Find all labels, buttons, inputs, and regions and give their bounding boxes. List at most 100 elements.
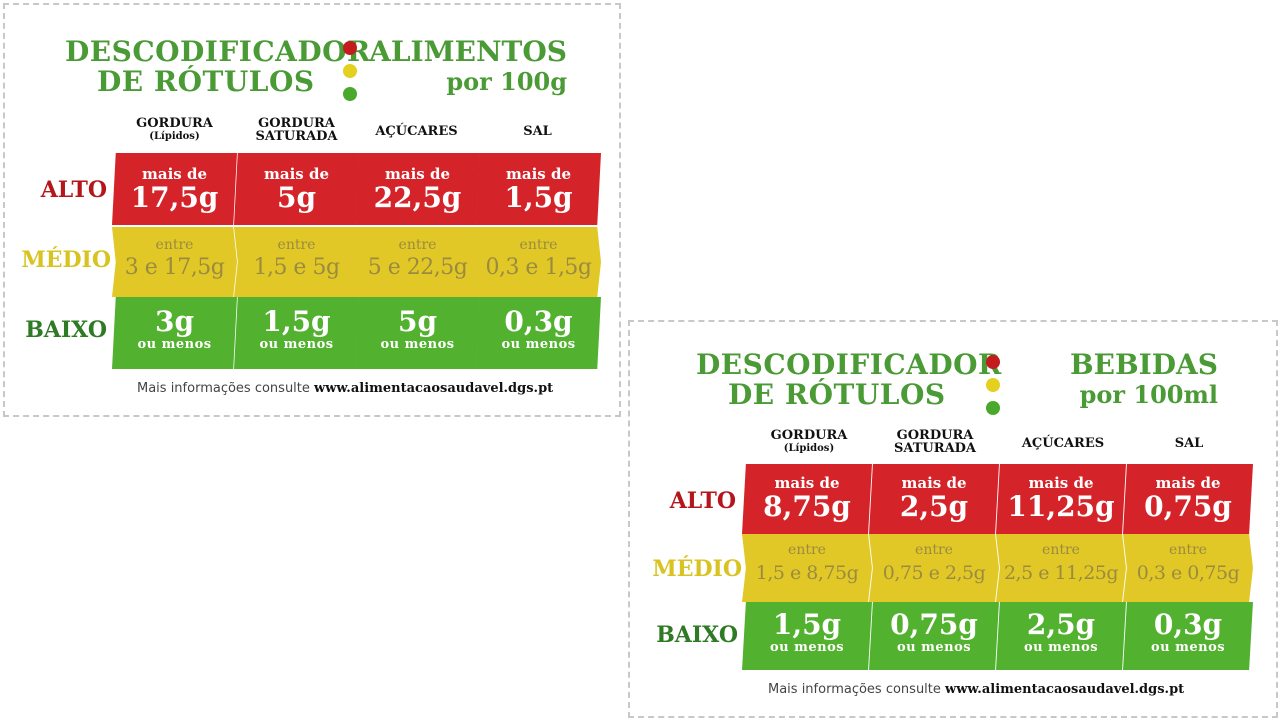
cell-value: 0,3 e 1,5g <box>485 255 592 280</box>
cell-baixo-acucares: 5g ou menos <box>355 297 480 369</box>
cell-value: 3g <box>154 305 195 338</box>
header-gordura: GORDURA (Lípidos) <box>744 429 874 455</box>
header-line2: SATURADA <box>255 129 338 144</box>
row-label-baixo: BAIXO <box>656 622 738 648</box>
cell-prefix: entre <box>519 237 558 253</box>
cell-value: 0,3g <box>1153 608 1223 641</box>
cell-value: 1,5 e 5g <box>253 255 340 280</box>
cell-alto-gordura: mais de 17,5g <box>112 153 237 225</box>
cell-value: 3 e 17,5g <box>124 255 225 280</box>
header-line2: SATURADA <box>893 441 977 456</box>
green-dot-icon <box>343 87 357 101</box>
traffic-light-icon <box>343 41 359 110</box>
cell-prefix: entre <box>155 237 194 253</box>
cell-value: 2,5g <box>1026 608 1096 641</box>
cell-prefix: mais de <box>1155 474 1221 492</box>
cell-alto-sal: mais de 1,5g <box>476 153 601 225</box>
card-title: DESCODIFICADOR DE RÓTULOS <box>65 37 371 97</box>
food-label-card: DESCODIFICADOR DE RÓTULOS ALIMENTOS por … <box>3 3 621 417</box>
header-gordura: GORDURA (Lípidos) <box>112 117 237 143</box>
cell-prefix: mais de <box>142 165 207 183</box>
header-line1: AÇÚCARES <box>1021 436 1105 451</box>
header-line1: GORDURA <box>896 428 974 443</box>
cell-value: 0,75g <box>890 608 978 641</box>
category-name: BEBIDAS <box>1070 348 1218 381</box>
category-unit: por 100g <box>446 67 567 96</box>
cell-prefix: mais de <box>264 165 329 183</box>
cell-value: 0,3g <box>504 305 573 338</box>
row-label-alto: ALTO <box>669 488 736 514</box>
footer-note: Mais informações consulte www.alimentaca… <box>768 682 1184 697</box>
cell-value: 11,25g <box>1007 490 1115 523</box>
header-line1: GORDURA <box>258 116 335 131</box>
cell-value: 2,5 e 11,25g <box>1003 562 1119 584</box>
cell-baixo-sal: 0,3g ou menos <box>476 297 601 369</box>
red-dot-icon <box>986 355 1000 369</box>
row-label-medio: MÉDIO <box>652 556 742 582</box>
header-acucares: AÇÚCARES <box>998 437 1128 450</box>
row-label-baixo: BAIXO <box>25 317 107 343</box>
cell-medio-sal: entre 0,3 e 0,75g <box>1123 534 1253 602</box>
cell-prefix: entre <box>1042 542 1080 558</box>
cell-baixo-gordura: 3g ou menos <box>112 297 237 369</box>
red-dot-icon <box>343 41 357 55</box>
category-unit: por 100ml <box>1079 380 1218 409</box>
cell-alto-sal: mais de 0,75g <box>1123 464 1253 534</box>
footer-note: Mais informações consulte www.alimentaca… <box>137 381 553 396</box>
cell-value: 1,5 e 8,75g <box>755 562 859 584</box>
yellow-dot-icon <box>986 378 1000 392</box>
cell-medio-sal: entre 0,3 e 1,5g <box>476 227 601 297</box>
cell-prefix: mais de <box>774 474 840 492</box>
cell-baixo-acucares: 2,5g ou menos <box>996 602 1126 670</box>
cell-baixo-sal: 0,3g ou menos <box>1123 602 1253 670</box>
cell-value: 0,3 e 0,75g <box>1136 562 1240 584</box>
header-line1: SAL <box>523 124 552 139</box>
cell-value: 5 e 22,5g <box>367 255 468 280</box>
card-title: DESCODIFICADOR DE RÓTULOS <box>696 350 1002 410</box>
cell-baixo-gordura: 1,5g ou menos <box>742 602 872 670</box>
cell-baixo-gordura-saturada: 0,75g ou menos <box>869 602 999 670</box>
cell-suffix: ou menos <box>1023 640 1099 655</box>
header-line1: GORDURA <box>136 116 213 131</box>
cell-value: 0,75g <box>1144 490 1232 523</box>
cell-value: 1,5g <box>504 181 573 214</box>
category-title: BEBIDAS por 100ml <box>1070 350 1218 410</box>
cell-alto-gordura: mais de 8,75g <box>742 464 872 534</box>
cell-value: 5g <box>276 181 317 214</box>
header-line1: AÇÚCARES <box>375 124 458 139</box>
cell-prefix: entre <box>1169 542 1207 558</box>
header-sal: SAL <box>1124 437 1254 450</box>
cell-medio-gordura-saturada: entre 1,5 e 5g <box>234 227 359 297</box>
cell-suffix: ou menos <box>137 337 212 352</box>
cell-value: 1,5g <box>262 305 331 338</box>
green-dot-icon <box>986 401 1000 415</box>
footer-text: Mais informações consulte <box>137 381 310 396</box>
category-name: ALIMENTOS <box>369 35 567 68</box>
cell-prefix: entre <box>398 237 437 253</box>
cell-prefix: entre <box>277 237 316 253</box>
header-line1: GORDURA <box>770 428 848 443</box>
title-line1: DESCODIFICADOR <box>65 35 371 68</box>
footer-link[interactable]: www.alimentacaosaudavel.dgs.pt <box>945 682 1185 697</box>
cell-alto-gordura-saturada: mais de 2,5g <box>869 464 999 534</box>
cell-suffix: ou menos <box>1150 640 1226 655</box>
footer-link[interactable]: www.alimentacaosaudavel.dgs.pt <box>314 381 554 396</box>
header-line2: (Lípidos) <box>783 443 835 454</box>
cell-suffix: ou menos <box>896 640 972 655</box>
cell-value: 2,5g <box>899 490 969 523</box>
row-label-medio: MÉDIO <box>21 247 111 273</box>
header-line2: (Lípidos) <box>149 131 200 142</box>
cell-value: 22,5g <box>373 181 462 214</box>
cell-value: 5g <box>397 305 438 338</box>
cell-suffix: ou menos <box>259 337 334 352</box>
cell-value: 0,75 e 2,5g <box>882 562 986 584</box>
cell-medio-gordura: entre 3 e 17,5g <box>112 227 237 297</box>
cell-alto-gordura-saturada: mais de 5g <box>234 153 359 225</box>
header-gordura-saturada: GORDURA SATURADA <box>870 429 1000 455</box>
title-line2: DE RÓTULOS <box>97 65 315 98</box>
cell-alto-acucares: mais de 22,5g <box>355 153 480 225</box>
cell-prefix: mais de <box>506 165 571 183</box>
cell-prefix: entre <box>788 542 826 558</box>
cell-prefix: mais de <box>385 165 450 183</box>
category-title: ALIMENTOS por 100g <box>369 37 567 97</box>
